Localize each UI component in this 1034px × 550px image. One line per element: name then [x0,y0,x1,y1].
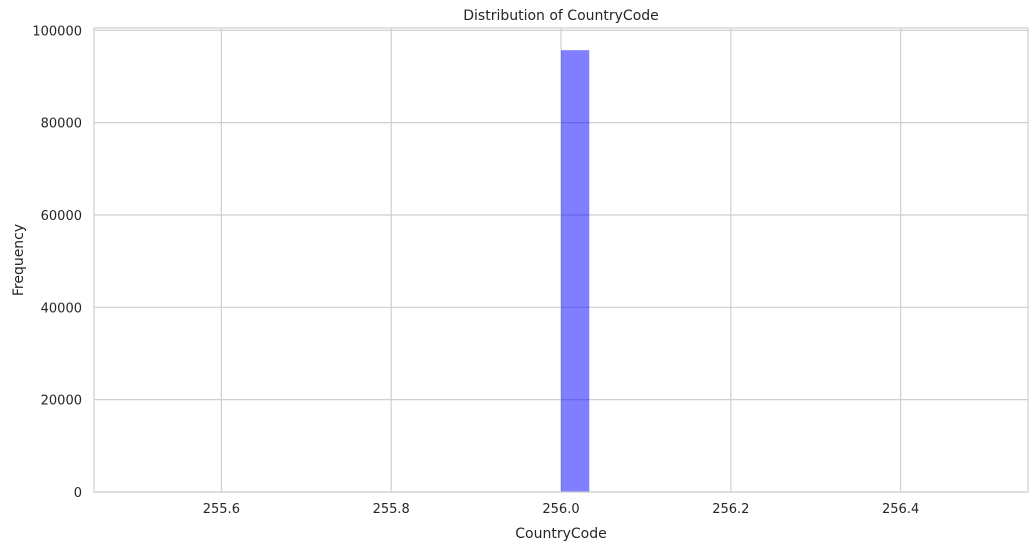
x-tick-label: 256.4 [882,502,919,517]
y-tick-label: 80000 [41,117,82,132]
x-tick-layer: 255.6 255.8 256.0 256.2 256.4 [203,502,919,517]
y-tick-layer: 0 20000 40000 60000 80000 100000 [32,24,82,501]
bar-layer [561,50,590,492]
y-axis-label: Frequency [11,224,27,296]
chart-title: Distribution of CountryCode [463,8,659,24]
y-tick-label: 60000 [41,209,82,224]
plot-frame [93,27,1029,493]
x-tick-label: 256.2 [712,502,749,517]
x-tick-label: 255.8 [373,502,410,517]
x-tick-label: 255.6 [203,502,240,517]
y-tick-label: 40000 [41,301,82,316]
x-tick-label: 256.0 [542,502,579,517]
y-tick-label: 20000 [41,394,82,409]
x-axis-label: CountryCode [515,526,606,542]
y-tick-label: 0 [74,486,82,501]
y-tick-label: 100000 [32,24,82,39]
histogram-bar [561,50,590,492]
